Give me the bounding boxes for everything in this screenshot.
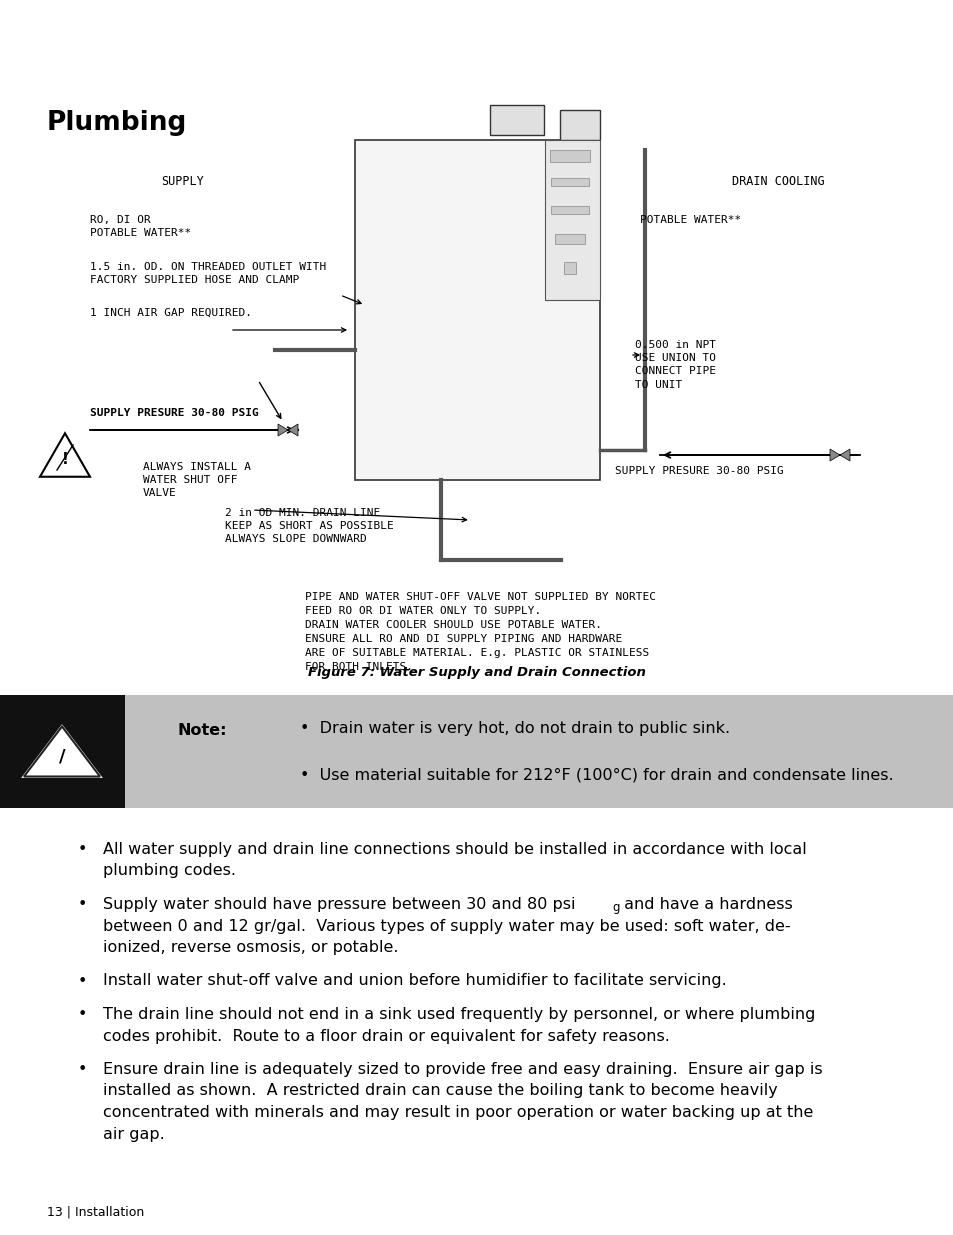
Text: Install water shut-off valve and union before humidifier to facilitate servicing: Install water shut-off valve and union b…: [103, 973, 726, 988]
Text: 1 INCH AIR GAP REQUIRED.: 1 INCH AIR GAP REQUIRED.: [90, 308, 252, 317]
Text: and have a hardness: and have a hardness: [618, 897, 792, 911]
Polygon shape: [24, 726, 100, 777]
Bar: [125, 695, 953, 808]
Polygon shape: [829, 450, 840, 461]
Text: Plumbing: Plumbing: [47, 110, 187, 136]
Text: 13 | Installation: 13 | Installation: [47, 1205, 144, 1218]
Polygon shape: [277, 424, 288, 436]
Bar: [550, 149, 589, 162]
Bar: [355, 140, 599, 480]
Bar: [559, 110, 599, 140]
Text: ALWAYS INSTALL A
WATER SHUT OFF
VALVE: ALWAYS INSTALL A WATER SHUT OFF VALVE: [143, 462, 251, 499]
Text: SUPPLY: SUPPLY: [161, 175, 204, 188]
Text: •: •: [77, 1007, 87, 1023]
Bar: [0, 695, 125, 808]
Text: •: •: [77, 897, 87, 911]
Text: g: g: [612, 902, 619, 914]
Text: SUPPLY PRESURE 30-80 PSIG: SUPPLY PRESURE 30-80 PSIG: [90, 408, 258, 417]
Text: PIPE AND WATER SHUT-OFF VALVE NOT SUPPLIED BY NORTEC
FEED RO OR DI WATER ONLY TO: PIPE AND WATER SHUT-OFF VALVE NOT SUPPLI…: [305, 592, 656, 672]
Text: POTABLE WATER**: POTABLE WATER**: [639, 215, 740, 225]
Text: plumbing codes.: plumbing codes.: [103, 863, 235, 878]
Text: 2 in OD MIN. DRAIN LINE
KEEP AS SHORT AS POSSIBLE
ALWAYS SLOPE DOWNWARD: 2 in OD MIN. DRAIN LINE KEEP AS SHORT AS…: [225, 508, 394, 545]
Text: Ensure drain line is adequately sized to provide free and easy draining.  Ensure: Ensure drain line is adequately sized to…: [103, 1062, 821, 1077]
Text: All water supply and drain line connections should be installed in accordance wi: All water supply and drain line connecti…: [103, 842, 806, 857]
Polygon shape: [288, 424, 297, 436]
Text: Note:: Note:: [178, 722, 227, 739]
Text: installed as shown.  A restricted drain can cause the boiling tank to become hea: installed as shown. A restricted drain c…: [103, 1083, 777, 1098]
Text: /: /: [59, 747, 65, 766]
Bar: [551, 178, 588, 186]
Text: between 0 and 12 gr/gal.  Various types of supply water may be used: soft water,: between 0 and 12 gr/gal. Various types o…: [103, 919, 790, 934]
Text: DRAIN COOLING: DRAIN COOLING: [731, 175, 823, 188]
Text: •  Drain water is very hot, do not drain to public sink.: • Drain water is very hot, do not drain …: [299, 721, 729, 736]
Text: concentrated with minerals and may result in poor operation or water backing up : concentrated with minerals and may resul…: [103, 1105, 813, 1120]
Text: •: •: [77, 842, 87, 857]
Text: SUPPLY PRESURE 30-80 PSIG: SUPPLY PRESURE 30-80 PSIG: [615, 466, 783, 475]
Text: •: •: [77, 973, 87, 988]
Bar: [544, 140, 599, 300]
Bar: [555, 233, 584, 245]
Text: air gap.: air gap.: [103, 1126, 165, 1141]
Text: ionized, reverse osmosis, or potable.: ionized, reverse osmosis, or potable.: [103, 940, 398, 955]
Text: RO, DI OR
POTABLE WATER**: RO, DI OR POTABLE WATER**: [90, 215, 191, 238]
Text: Supply water should have pressure between 30 and 80 psi: Supply water should have pressure betwee…: [103, 897, 575, 911]
Bar: [551, 206, 588, 214]
Text: •  Use material suitable for 212°F (100°C) for drain and condensate lines.: • Use material suitable for 212°F (100°C…: [299, 767, 893, 782]
Text: Figure 7: Water Supply and Drain Connection: Figure 7: Water Supply and Drain Connect…: [308, 666, 645, 679]
Bar: [563, 262, 576, 274]
Polygon shape: [840, 450, 849, 461]
Text: •: •: [77, 1062, 87, 1077]
Bar: [489, 105, 543, 135]
Text: 1.5 in. OD. ON THREADED OUTLET WITH
FACTORY SUPPLIED HOSE AND CLAMP: 1.5 in. OD. ON THREADED OUTLET WITH FACT…: [90, 262, 326, 285]
Text: The drain line should not end in a sink used frequently by personnel, or where p: The drain line should not end in a sink …: [103, 1007, 815, 1023]
Text: codes prohibit.  Route to a floor drain or equivalent for safety reasons.: codes prohibit. Route to a floor drain o…: [103, 1029, 669, 1044]
Text: !: !: [62, 452, 69, 468]
Text: 0.500 in NPT
USE UNION TO
CONNECT PIPE
TO UNIT: 0.500 in NPT USE UNION TO CONNECT PIPE T…: [635, 340, 716, 389]
